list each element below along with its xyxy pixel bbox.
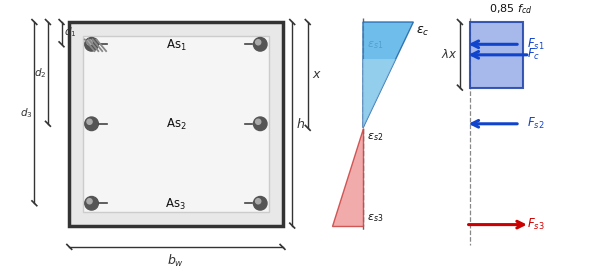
Circle shape xyxy=(85,196,98,210)
Circle shape xyxy=(87,119,92,124)
Text: $d_2$: $d_2$ xyxy=(33,66,46,80)
Text: $F_{s1}$: $F_{s1}$ xyxy=(527,37,544,52)
Text: $\varepsilon_{s2}$: $\varepsilon_{s2}$ xyxy=(367,131,383,143)
Circle shape xyxy=(255,199,261,204)
Text: $\varepsilon_c$: $\varepsilon_c$ xyxy=(416,25,430,38)
Bar xyxy=(83,36,269,212)
Circle shape xyxy=(254,117,267,131)
Polygon shape xyxy=(332,128,363,225)
Text: $\mathregular{As_3}$: $\mathregular{As_3}$ xyxy=(166,197,187,212)
Text: $\mathregular{As_2}$: $\mathregular{As_2}$ xyxy=(166,117,186,132)
Text: $d_3$: $d_3$ xyxy=(20,106,32,119)
Bar xyxy=(69,22,282,225)
Text: $F_c$: $F_c$ xyxy=(527,47,540,62)
Circle shape xyxy=(87,199,92,204)
Text: $0{,}85\ f_{cd}$: $0{,}85\ f_{cd}$ xyxy=(489,2,533,16)
Text: $x$: $x$ xyxy=(312,69,322,81)
Text: $h$: $h$ xyxy=(296,117,305,131)
Text: $F_{s2}$: $F_{s2}$ xyxy=(527,116,544,131)
Text: $\lambda x$: $\lambda x$ xyxy=(441,48,458,61)
Text: $b_w$: $b_w$ xyxy=(167,253,184,269)
Text: $\mathregular{As_1}$: $\mathregular{As_1}$ xyxy=(166,38,187,53)
Polygon shape xyxy=(363,22,413,128)
Text: $d_1$: $d_1$ xyxy=(65,25,77,39)
Circle shape xyxy=(255,119,261,124)
Text: $F_{s3}$: $F_{s3}$ xyxy=(527,217,544,232)
Circle shape xyxy=(85,117,98,131)
Circle shape xyxy=(87,40,92,45)
Circle shape xyxy=(254,38,267,51)
Polygon shape xyxy=(363,59,396,128)
Circle shape xyxy=(85,38,98,51)
Circle shape xyxy=(255,40,261,45)
Circle shape xyxy=(254,196,267,210)
Text: $\varepsilon_{s1}$: $\varepsilon_{s1}$ xyxy=(367,39,383,51)
Text: $\varepsilon_{s3}$: $\varepsilon_{s3}$ xyxy=(367,212,383,224)
Bar xyxy=(469,22,523,88)
